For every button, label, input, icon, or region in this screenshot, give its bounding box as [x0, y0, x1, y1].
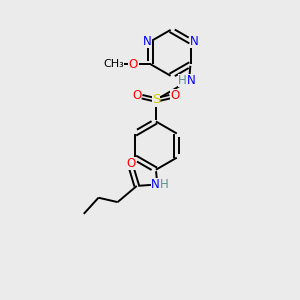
- Text: H: H: [160, 178, 168, 191]
- Text: S: S: [152, 93, 160, 106]
- Text: CH₃: CH₃: [103, 59, 124, 69]
- Text: O: O: [132, 89, 141, 102]
- Text: N: N: [143, 35, 152, 48]
- Text: N: N: [190, 35, 198, 48]
- Text: N: N: [151, 178, 159, 191]
- Text: N: N: [187, 74, 196, 87]
- Text: H: H: [178, 74, 187, 87]
- Text: O: O: [128, 58, 138, 71]
- Text: O: O: [170, 89, 180, 102]
- Text: O: O: [127, 157, 136, 170]
